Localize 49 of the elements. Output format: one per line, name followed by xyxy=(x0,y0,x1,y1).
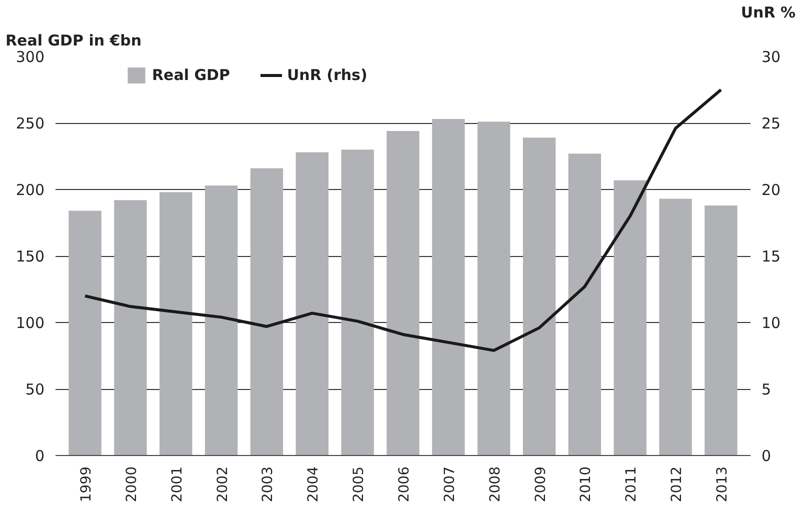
x-tick-label: 2012 xyxy=(669,466,686,502)
y2-tick-label: 20 xyxy=(762,181,781,199)
bar xyxy=(614,180,646,456)
x-tick-label: 2002 xyxy=(214,466,231,502)
x-tick-label: 2010 xyxy=(578,466,594,502)
x-tick-label: 2009 xyxy=(532,466,549,502)
bar xyxy=(160,192,192,456)
x-tick-label: 2007 xyxy=(442,466,458,502)
bar xyxy=(204,186,238,456)
bar xyxy=(250,168,284,456)
bar xyxy=(568,154,602,456)
y2-tick-label: 0 xyxy=(762,447,772,465)
line-series xyxy=(84,88,722,352)
bar xyxy=(522,138,556,456)
legend-label: Real GDP xyxy=(152,66,230,84)
y2-tick-label: 25 xyxy=(762,114,781,132)
y-tick-label: 0 xyxy=(34,447,45,465)
bar xyxy=(114,200,147,456)
x-tick-label: 1999 xyxy=(78,466,95,502)
y-tick-label: 150 xyxy=(16,248,45,266)
y2-tick-label: 10 xyxy=(762,314,781,332)
x-tick-label: 2006 xyxy=(396,466,412,502)
y-tick-label: 100 xyxy=(16,314,45,332)
y-tick-label: 250 xyxy=(16,114,45,132)
y2-tick-label: 15 xyxy=(762,248,781,266)
bar xyxy=(659,198,692,456)
bar xyxy=(704,205,738,456)
x-tick-label: 2005 xyxy=(351,466,368,502)
x-tick-label: 2004 xyxy=(306,466,322,502)
legend-label: UnR (rhs) xyxy=(286,66,368,84)
bar xyxy=(68,210,102,456)
bar xyxy=(386,130,420,456)
y2-tick-label: 30 xyxy=(762,48,781,66)
y-axis-title: Real GDP in €bn xyxy=(6,32,142,50)
y2-axis-title: UnR % xyxy=(740,4,796,22)
y2-tick-label: 5 xyxy=(762,380,772,398)
x-tick-label: 2003 xyxy=(260,466,276,502)
bar xyxy=(296,152,329,456)
x-tick-label: 2011 xyxy=(624,466,640,502)
y-tick-label: 50 xyxy=(25,380,45,398)
bar xyxy=(477,122,510,456)
bar xyxy=(341,150,374,456)
bar xyxy=(432,119,465,456)
x-tick-label: 2013 xyxy=(714,466,730,502)
y-tick-label: 200 xyxy=(16,181,45,199)
x-tick-label: 2008 xyxy=(487,466,504,502)
x-tick-label: 2000 xyxy=(124,466,140,502)
x-tick-label: 2001 xyxy=(169,466,186,502)
y-tick-label: 300 xyxy=(16,48,45,66)
